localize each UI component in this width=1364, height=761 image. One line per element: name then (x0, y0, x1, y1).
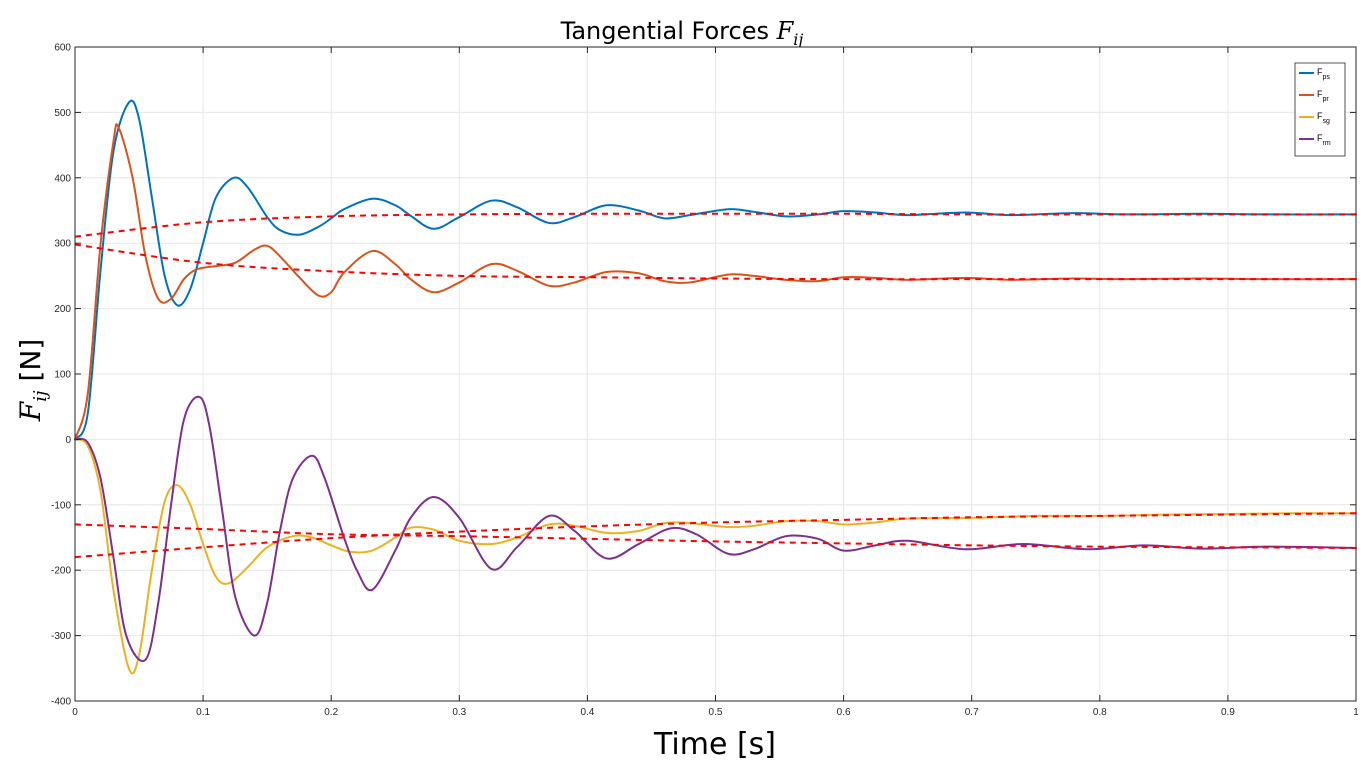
x-tick-label: 1 (1353, 707, 1359, 718)
x-axis-ticks: 0 0.1 0.2 0.3 0.4 0.5 0.6 0.7 0.8 0.9 1 (72, 47, 1359, 718)
x-tick-label: 0.4 (580, 707, 594, 718)
legend-label-subscript: ps (1323, 74, 1331, 81)
x-tick-label: 0.9 (1221, 707, 1235, 718)
y-tick-label: -100 (51, 500, 71, 511)
chart-title-subscript: ij (793, 30, 803, 49)
legend-label-rm: Frm (1317, 133, 1331, 147)
x-tick-label: 0.7 (965, 707, 979, 718)
legend-label-sg: Fsg (1317, 111, 1330, 125)
y-axis-label-math: F (14, 400, 47, 422)
y-tick-label: 600 (54, 43, 71, 54)
y-tick-label: 200 (54, 304, 71, 315)
y-axis-label-unit: [N] (14, 339, 47, 382)
legend-label-subscript: pr (1323, 96, 1330, 103)
y-axis-ticks: -400 -300 -200 -100 0 100 200 300 400 500 600 (51, 43, 1356, 708)
series-line-pr (74, 123, 1357, 441)
y-axis-label-subscript: ij (30, 390, 51, 402)
x-tick-label: 0.5 (709, 707, 723, 718)
x-tick-label: 0.8 (1093, 707, 1107, 718)
legend-label-main: F (1317, 111, 1323, 121)
y-tick-label: 400 (54, 173, 71, 184)
y-axis-label: Fij [N] (14, 339, 51, 422)
legend-box (1294, 62, 1346, 157)
y-tick-label: -200 (51, 566, 71, 577)
x-tick-label: 0 (72, 707, 78, 718)
legend-label-main: F (1317, 133, 1323, 143)
x-tick-label: 0.1 (196, 707, 210, 718)
legend-label-pr: Fpr (1317, 89, 1329, 103)
y-tick-label: 300 (54, 239, 71, 250)
x-tick-label: 0.3 (452, 707, 466, 718)
plot-area: 0 0.1 0.2 0.3 0.4 0.5 0.6 0.7 0.8 0.9 1 -400 -300 -2… (51, 43, 1359, 719)
y-tick-label: 0 (65, 435, 71, 446)
x-axis-label: Time [s] (653, 727, 776, 761)
reference-dashed-line (74, 512, 1357, 559)
x-tick-label: 0.6 (837, 707, 851, 718)
y-tick-label: -300 (51, 631, 71, 642)
y-tick-label: -400 (51, 697, 71, 708)
reference-dashed-line (74, 212, 1356, 238)
legend-label-main: F (1317, 67, 1323, 77)
legend-label-main: F (1317, 89, 1323, 99)
y-tick-label: 500 (54, 108, 71, 119)
y-tick-label: 100 (54, 370, 71, 381)
reference-dashed-line (74, 243, 1356, 281)
reference-dashed-line (74, 523, 1357, 549)
chart-title: Tangential Forces Fij (560, 17, 804, 49)
x-tick-label: 0.2 (324, 707, 338, 718)
legend-label-subscript: rm (1323, 140, 1331, 147)
legend-label-subscript: sg (1323, 118, 1331, 125)
series-layer (74, 99, 1357, 675)
chart-title-math: F (776, 17, 795, 45)
chart-title-text: Tangential Forces (560, 17, 769, 45)
legend-label-ps: Fps (1317, 67, 1330, 81)
series-line-sg (74, 438, 1357, 675)
